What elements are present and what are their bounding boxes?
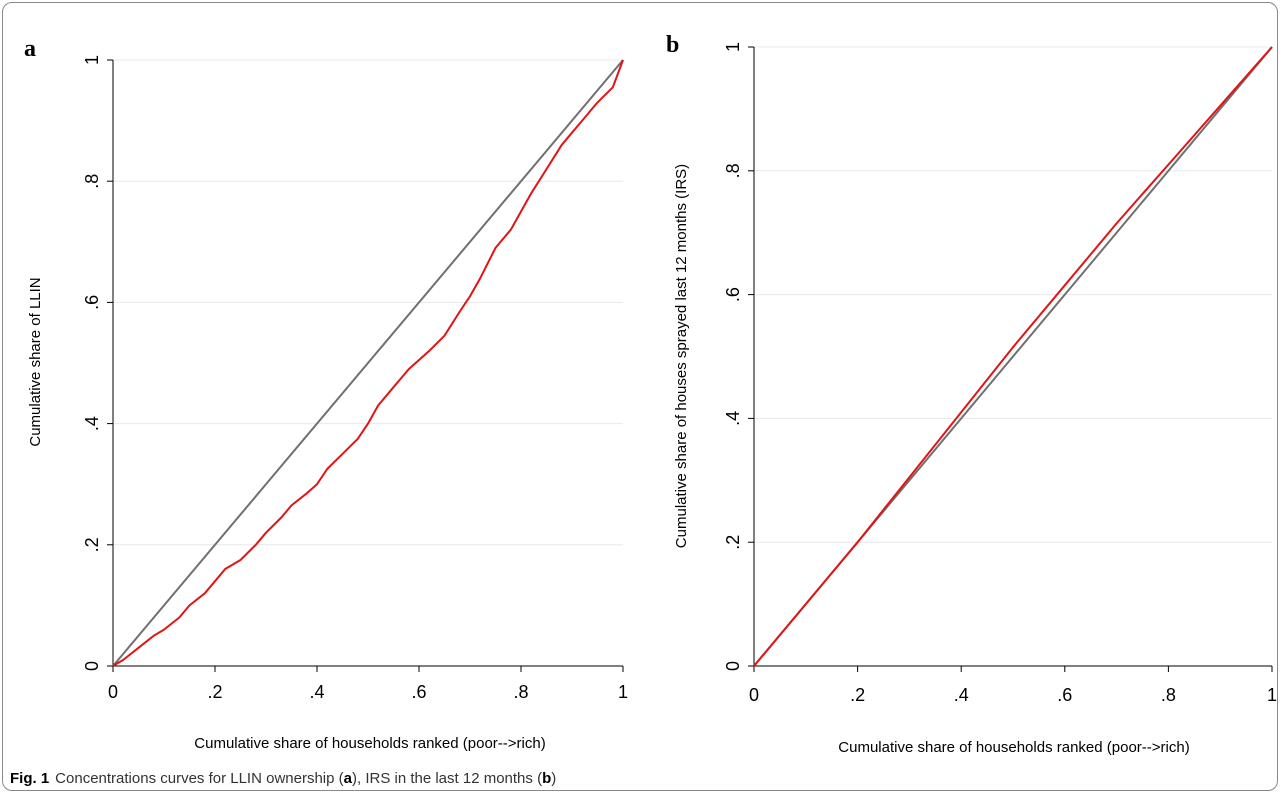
x-tick-label: .2 <box>850 685 865 705</box>
panel-label: b <box>666 32 679 58</box>
chart-panel-b: 0 .2 .4 .6 .8 1 0 .2 .4 .6 .8 1 Cumulative share of … <box>666 32 1277 756</box>
y-tick-label: .6 <box>82 295 102 310</box>
y-tick-label: .2 <box>723 535 743 550</box>
chart-panel-a: 0 .2 .4 .6 .8 1 0 .2 .4 .6 .8 1 Cumulative share of … <box>24 36 628 752</box>
caption-text-3: ) <box>551 770 557 787</box>
x-tick-label: .6 <box>411 682 426 702</box>
x-axis-label: Cumulative share of households ranked (p… <box>838 739 1189 756</box>
x-tick-label: .4 <box>954 685 969 705</box>
caption-letter-b: b <box>542 770 552 787</box>
y-tick-label: 1 <box>723 42 743 52</box>
concentration-curve <box>753 46 1273 667</box>
x-tick-label: 0 <box>749 685 759 705</box>
x-tick-label: .6 <box>1057 685 1072 705</box>
panel-label: a <box>24 36 36 62</box>
y-tick-label: 0 <box>723 661 743 671</box>
y-axis-label: Cumulative share of houses sprayed last … <box>673 164 690 548</box>
figure-number: Fig. 1 <box>10 770 50 787</box>
caption-text-1: Concentrations curves for LLIN ownership… <box>55 770 344 787</box>
y-tick-label: 1 <box>82 55 102 65</box>
y-tick-label: .4 <box>723 411 743 426</box>
y-tick-label: .6 <box>723 287 743 302</box>
x-tick-label: .8 <box>513 682 528 702</box>
y-tick-label: .8 <box>723 163 743 178</box>
y-tick-label: .4 <box>82 416 102 431</box>
x-tick-label: .4 <box>309 682 324 702</box>
x-axis-label: Cumulative share of households ranked (p… <box>194 735 545 752</box>
figure-charts: 0 .2 .4 .6 .8 1 0 .2 .4 .6 .8 1 Cumulative share of … <box>24 32 1277 756</box>
x-tick-label: .8 <box>1161 685 1176 705</box>
y-tick-label: 0 <box>82 661 102 671</box>
x-tick-label: 1 <box>618 682 628 702</box>
y-tick-label: .8 <box>82 174 102 189</box>
equality-line <box>112 59 624 667</box>
caption-text-2: ), IRS in the last 12 months ( <box>351 770 543 787</box>
caption-letter-a: a <box>343 770 352 787</box>
y-tick-label: .2 <box>82 537 102 552</box>
x-tick-label: 1 <box>1267 685 1277 705</box>
x-tick-label: 0 <box>108 682 118 702</box>
figure-caption: Fig. 1 Concentrations curves for LLIN own… <box>10 770 1270 787</box>
x-tick-label: .2 <box>207 682 222 702</box>
y-axis-label: Cumulative share of LLIN <box>27 277 44 446</box>
concentration-curve <box>112 59 624 667</box>
